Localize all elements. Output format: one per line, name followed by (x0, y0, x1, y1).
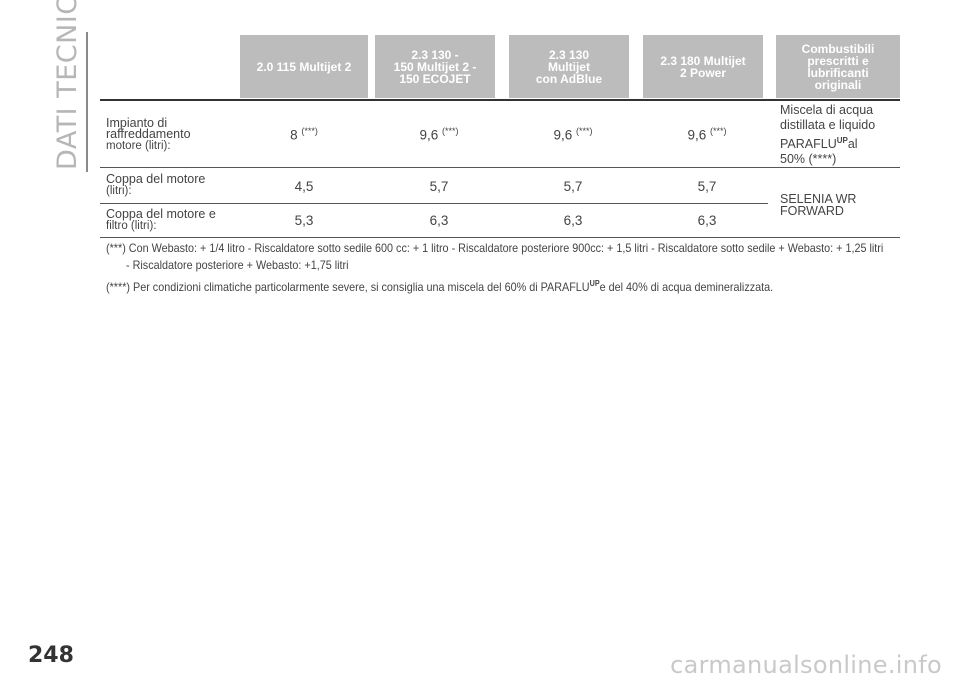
row-divider-1 (100, 167, 900, 168)
header-col-5: Combustibili prescritti e lubrificanti o… (776, 35, 900, 98)
cooling-value-1: 8 (***) (290, 126, 318, 143)
footnote-webasto: (***) Con Webasto: + 1/4 litro - Riscald… (106, 241, 884, 255)
watermark: carmanualsonline.info (670, 651, 942, 679)
sump-filter-value-2: 6,3 (429, 213, 449, 228)
sump-value-2: 5,7 (429, 179, 449, 194)
sump-filter-value-4: 6,3 (697, 213, 717, 228)
page-number: 248 (28, 643, 74, 668)
cooling-fuel-spec: Miscela di acqua distillata e liquido PA… (780, 103, 876, 167)
header-col-2: 2.3 130 - 150 Multijet 2 - 150 ECOJET (375, 35, 495, 98)
row-label-cooling: Impianto di raffreddamento motore (litri… (106, 116, 191, 152)
row-divider-2 (100, 203, 768, 204)
header-col-3: 2.3 130 Multijet con AdBlue (509, 35, 629, 98)
section-title: DATI TECNICI (52, 0, 83, 170)
row-divider-3 (100, 237, 900, 238)
row-label-oil-sump: Coppa del motore (litri): (106, 172, 206, 197)
header-col-4: 2.3 180 Multijet 2 Power (643, 35, 763, 98)
sump-filter-value-1: 5,3 (294, 213, 314, 228)
cooling-value-4: 9,6 (***) (687, 126, 727, 143)
cooling-value-2: 9,6 (***) (419, 126, 459, 143)
sump-filter-value-3: 6,3 (563, 213, 583, 228)
sump-value-4: 5,7 (697, 179, 717, 194)
sump-value-1: 4,5 (294, 179, 314, 194)
cooling-value-3: 9,6 (***) (553, 126, 593, 143)
oil-fuel-spec: SELENIA WR FORWARD (780, 192, 857, 218)
footnote-webasto-cont: - Riscaldatore posteriore + Webasto: +1,… (126, 258, 349, 272)
header-col-1: 2.0 115 Multijet 2 (240, 35, 368, 98)
header-rule (100, 99, 900, 101)
sump-value-3: 5,7 (563, 179, 583, 194)
footnote-paraflu: (****) Per condizioni climatiche partico… (106, 279, 774, 294)
row-label-oil-sump-filter: Coppa del motore e filtro (litri): (106, 207, 216, 232)
section-rule (86, 32, 88, 172)
